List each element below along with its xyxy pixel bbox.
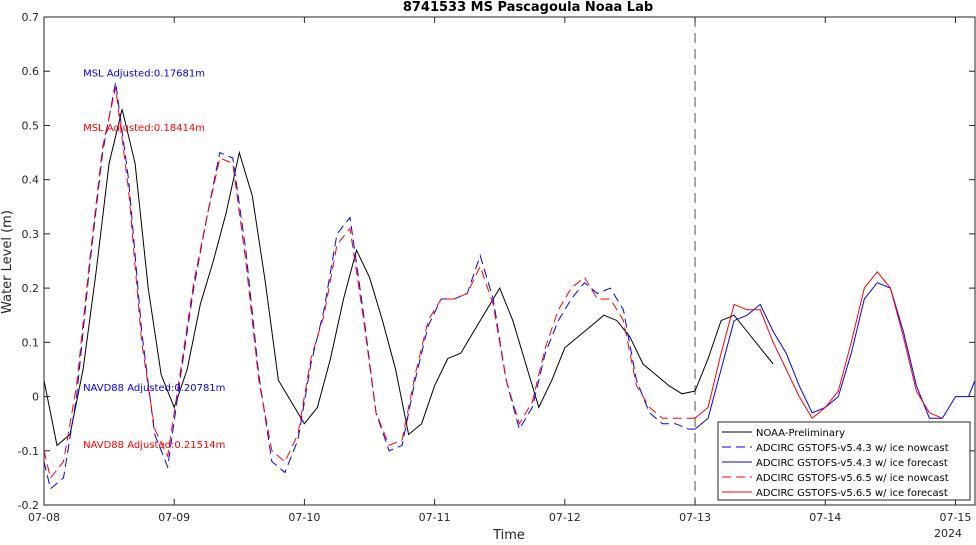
x-tick-label: 07-15 (939, 511, 971, 524)
annotation-label: MSL Adjusted:0.18414m (83, 123, 205, 134)
x-tick-label: 07-11 (419, 511, 451, 524)
y-tick-label: 0.4 (22, 174, 40, 187)
legend: NOAA-Preliminary ADCIRC GSTOFS-v5.4.3 w/ … (717, 421, 971, 501)
x-axis-year: 2024 (934, 527, 962, 540)
y-tick-label: 0.5 (22, 119, 40, 132)
y-tick-label: 0.1 (22, 336, 40, 349)
axes-box (43, 16, 976, 506)
series-line-5 (694, 270, 943, 419)
series-line-4 (44, 87, 695, 480)
series-group (44, 82, 975, 490)
x-tick-label: 07-14 (809, 511, 841, 524)
legend-entry: ADCIRC GSTOFS-v5.4.3 w/ ice forecast (756, 458, 948, 469)
legend-entry: ADCIRC GSTOFS-v5.6.5 w/ ice nowcast (756, 473, 949, 484)
y-tick-label: -0.2 (18, 499, 39, 512)
series-line-3 (694, 282, 975, 430)
legend-entry: NOAA-Preliminary (756, 428, 845, 439)
y-tick-label: 0.6 (22, 65, 40, 78)
annotation-label: MSL Adjusted:0.17681m (83, 69, 205, 80)
y-tick-label: 0 (32, 391, 39, 404)
x-tick-label: 07-13 (679, 511, 711, 524)
plot-area: -0.2 -0.1 0 0.1 0.2 0.3 0.4 0.5 0.6 0.7 07-08 07-09… (18, 11, 976, 524)
series-line-1 (44, 109, 774, 447)
x-tick-label: 07-12 (549, 511, 581, 524)
annotation-label: NAVD88 Adjusted:0.21514m (83, 440, 225, 451)
y-tick-label: -0.1 (18, 445, 39, 458)
series-line-2 (44, 82, 695, 490)
x-tick-label: 07-09 (158, 511, 190, 524)
legend-entry: ADCIRC GSTOFS-v5.4.3 w/ ice nowcast (756, 443, 949, 454)
x-tick-label: 07-08 (28, 511, 60, 524)
chart-title: 8741533 MS Pascagoula Noaa Lab (403, 0, 653, 15)
y-tick-label: 0.2 (22, 282, 40, 295)
x-tick-label: 07-10 (288, 511, 320, 524)
y-tick-label: 0.7 (22, 11, 40, 24)
y-axis-label: Water Level (m) (0, 210, 15, 314)
annotation-label: NAVD88 Adjusted:0.20781m (83, 383, 225, 394)
legend-entry: ADCIRC GSTOFS-v5.6.5 w/ ice forecast (756, 488, 948, 499)
y-tick-label: 0.3 (22, 228, 40, 241)
legend-box (717, 421, 971, 501)
x-axis-label: Time (492, 528, 525, 541)
